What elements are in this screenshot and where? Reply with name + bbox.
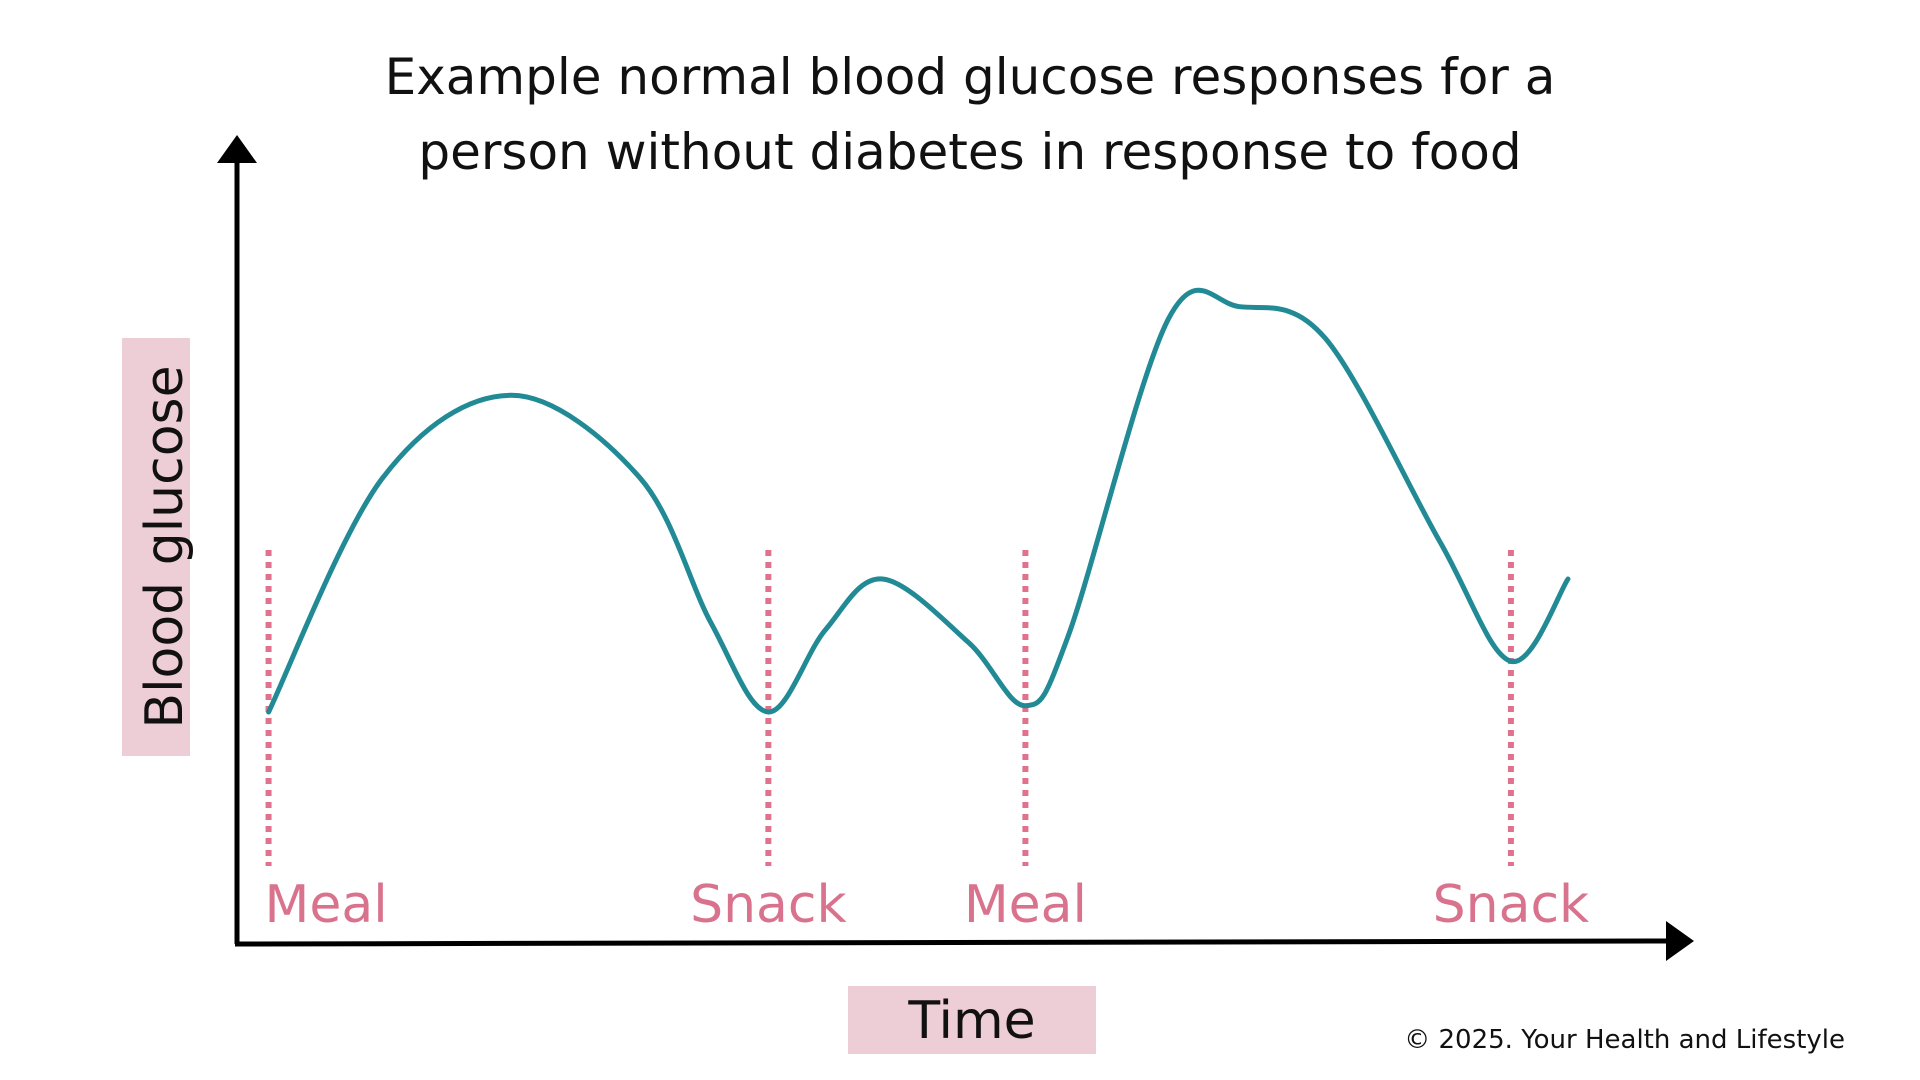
y-axis-label: Blood glucose	[135, 365, 195, 728]
x-axis-label: Time	[907, 991, 1035, 1051]
x-axis-label-background	[848, 986, 1096, 1054]
y-axis-label-background	[122, 338, 190, 756]
event-labels: Meal Snack Meal Snack	[265, 875, 1590, 935]
event-label-3: Meal	[964, 875, 1087, 935]
event-label-1: Meal	[265, 875, 388, 935]
copyright-text: © 2025. Your Health and Lifestyle	[1404, 1025, 1845, 1055]
series-layer	[266, 287, 1571, 715]
glucose-curve	[266, 287, 1571, 715]
event-label-4: Snack	[1433, 875, 1590, 935]
y-axis-arrowhead	[217, 135, 257, 163]
chart-title-line-1: Example normal blood glucose responses f…	[385, 48, 1556, 106]
event-markers	[265, 550, 1514, 866]
event-label-2: Snack	[690, 875, 847, 935]
x-axis-line	[234, 938, 1673, 947]
chart-title-line-2: person without diabetes in response to f…	[418, 123, 1521, 181]
x-axis-arrowhead	[1666, 921, 1694, 961]
